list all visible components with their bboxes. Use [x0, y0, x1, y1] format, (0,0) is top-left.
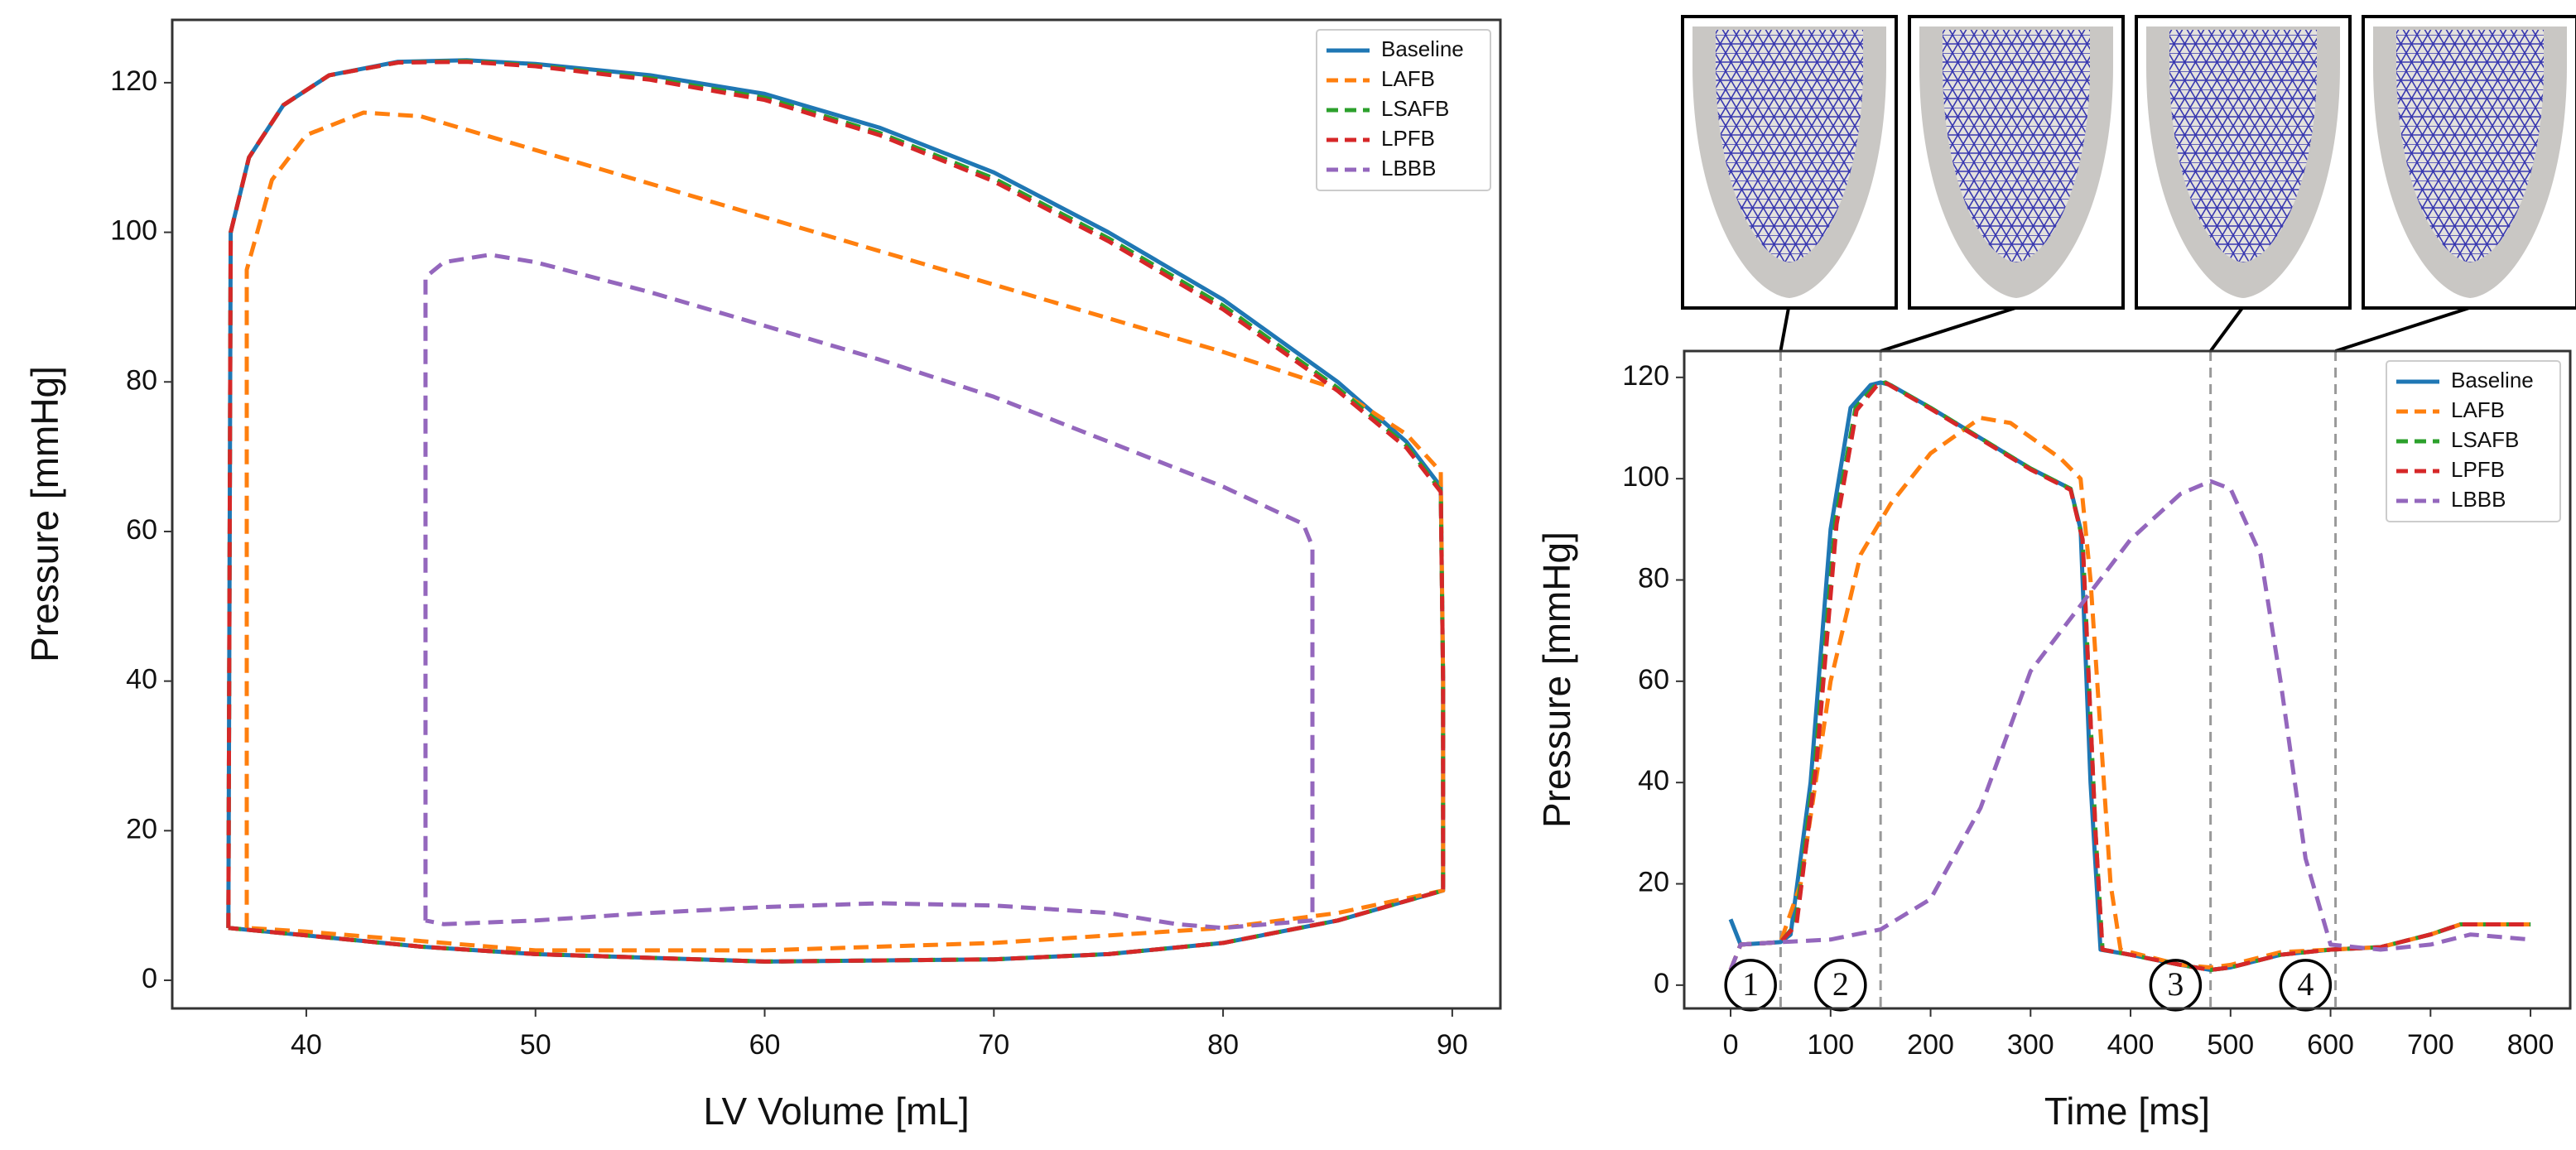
y-tick-label: 120 [1622, 360, 1669, 392]
series-line [226, 59, 1446, 964]
series-line [226, 58, 1446, 964]
annotation-circle [1724, 959, 1777, 1012]
x-axis-label: Time [ms] [2044, 1090, 2210, 1133]
x-axis-label: LV Volume [mL] [703, 1090, 969, 1133]
legend-label: Baseline [1381, 36, 1464, 61]
mesh-images [1681, 15, 2576, 310]
legend-label: LPFB [2451, 457, 2505, 482]
legend-label: LBBB [2451, 487, 2506, 512]
legend-label: Baseline [2451, 368, 2534, 392]
x-tick-label: 60 [749, 1029, 781, 1061]
x-tick-label: 50 [520, 1029, 551, 1061]
x-tick-label: 100 [1807, 1029, 1854, 1061]
connector [2209, 306, 2244, 353]
x-tick-label: 600 [2307, 1029, 2354, 1061]
annotation-label: 1 [1742, 965, 1759, 1003]
legend-label: LPFB [1381, 126, 1435, 151]
connector [2334, 306, 2470, 353]
y-tick-label: 100 [1622, 461, 1669, 493]
series-line [244, 110, 1446, 953]
x-tick-label: 700 [2407, 1029, 2454, 1061]
legend-label: LAFB [2451, 397, 2505, 422]
mesh-image [2362, 15, 2576, 310]
annotation-circle [2279, 959, 2333, 1012]
x-tick-label: 800 [2507, 1029, 2554, 1061]
x-tick-label: 70 [978, 1029, 1009, 1061]
annotation-label: 3 [2167, 965, 2184, 1003]
series-line [1728, 381, 2531, 972]
plot-frame [1683, 349, 2572, 1010]
x-tick-label: 80 [1207, 1029, 1239, 1061]
y-tick-label: 120 [110, 65, 157, 97]
x-tick-label: 90 [1437, 1029, 1468, 1061]
legend-box [2386, 360, 2561, 522]
legend-label: LBBB [1381, 156, 1437, 180]
annotation-circle [2149, 959, 2203, 1012]
legend-label: LAFB [1381, 66, 1435, 91]
series-line [423, 253, 1315, 931]
x-tick-label: 500 [2207, 1029, 2254, 1061]
series-line [226, 60, 1446, 964]
x-tick-label: 400 [2107, 1029, 2155, 1061]
y-axis-label: Pressure [mmHg] [1535, 532, 1578, 828]
plot-frame [171, 18, 1502, 1010]
connector [1779, 307, 1790, 352]
series-line [1728, 479, 2531, 971]
y-tick-label: 0 [1654, 968, 1669, 999]
legend-label: LSAFB [1381, 96, 1449, 121]
y-tick-label: 20 [1638, 867, 1669, 898]
y-tick-label: 0 [142, 963, 157, 994]
x-tick-label: 40 [291, 1029, 322, 1061]
mesh-image [1908, 15, 2125, 310]
mesh-image [1681, 15, 1898, 310]
y-tick-label: 20 [126, 813, 157, 844]
y-tick-label: 60 [1638, 664, 1669, 695]
mesh-image [2135, 15, 2352, 310]
y-tick-label: 80 [1638, 562, 1669, 594]
legend-box [1316, 29, 1491, 191]
annotation-label: 2 [1832, 965, 1849, 1003]
annotation-circle [1814, 959, 1867, 1012]
y-tick-label: 80 [126, 364, 157, 396]
x-tick-label: 0 [1723, 1029, 1739, 1061]
y-tick-label: 100 [110, 215, 157, 247]
x-tick-label: 300 [2007, 1029, 2054, 1061]
y-tick-label: 40 [126, 664, 157, 695]
y-axis-label: Pressure [mmHg] [23, 366, 66, 662]
y-tick-label: 60 [126, 514, 157, 546]
y-tick-label: 40 [1638, 765, 1669, 796]
legend-label: LSAFB [2451, 427, 2519, 452]
annotation-label: 4 [2297, 965, 2314, 1003]
connector [1880, 306, 2016, 353]
x-tick-label: 200 [1907, 1029, 1954, 1061]
